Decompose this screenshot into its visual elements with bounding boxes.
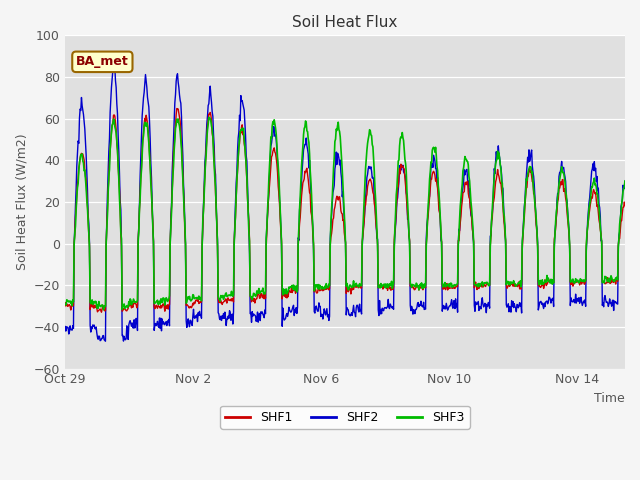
SHF2: [111, 64, 118, 70]
SHF1: [198, 299, 205, 304]
SHF2: [527, 150, 535, 156]
SHF3: [82, 176, 90, 182]
SHF2: [61, 328, 68, 334]
SHF2: [302, 135, 310, 141]
SHF2: [637, 305, 640, 311]
SHF3: [197, 296, 205, 302]
SHF1: [82, 174, 90, 180]
SHF1: [527, 168, 535, 174]
Y-axis label: Soil Heat Flux (W/m2): Soil Heat Flux (W/m2): [15, 133, 28, 270]
Line: SHF3: SHF3: [65, 118, 640, 310]
SHF1: [637, 276, 640, 282]
SHF1: [302, 167, 310, 173]
SHF3: [388, 286, 396, 291]
SHF2: [82, 139, 90, 145]
SHF3: [302, 120, 310, 126]
SHF1: [173, 106, 180, 111]
SHF3: [637, 276, 640, 281]
X-axis label: Time: Time: [595, 392, 625, 405]
Legend: SHF1, SHF2, SHF3: SHF1, SHF2, SHF3: [220, 406, 470, 429]
SHF2: [198, 315, 205, 321]
SHF3: [527, 164, 535, 170]
SHF1: [272, 150, 280, 156]
SHF1: [388, 286, 396, 291]
Title: Soil Heat Flux: Soil Heat Flux: [292, 15, 397, 30]
SHF2: [272, 132, 280, 138]
SHF3: [272, 125, 280, 131]
SHF3: [61, 301, 68, 307]
Line: SHF2: SHF2: [65, 67, 640, 341]
SHF3: [100, 307, 108, 312]
SHF2: [388, 305, 396, 311]
SHF1: [61, 303, 68, 309]
SHF2: [102, 338, 109, 344]
Text: BA_met: BA_met: [76, 55, 129, 68]
Line: SHF1: SHF1: [65, 108, 640, 312]
SHF1: [98, 309, 106, 315]
SHF3: [205, 115, 212, 120]
